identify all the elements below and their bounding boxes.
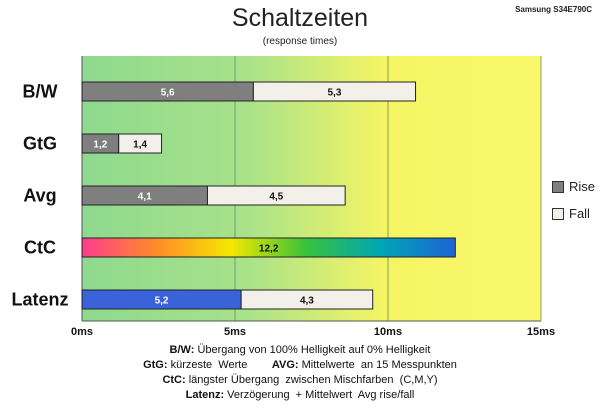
bar-fall-label-0: 5,3 — [327, 88, 341, 99]
note-latenz-text: Verzögerung + Mittelwert Avg rise/fall — [224, 389, 415, 401]
x-tick-label-0: 0ms — [71, 326, 93, 338]
bar-rise-3 — [81, 237, 456, 258]
monitor-model-label: Samsung S34E790C — [515, 5, 592, 14]
note-latenz: Latenz: Verzögerung + Mittelwert Avg ris… — [0, 388, 600, 403]
legend-rise-label: Rise — [569, 179, 596, 194]
bar-fall-label-1: 1,4 — [133, 140, 147, 151]
category-label-ctc: CtC — [24, 238, 56, 258]
footnotes: B/W: Übergang von 100% Helligkeit auf 0%… — [0, 343, 600, 403]
note-avg-key: AVG: — [271, 359, 299, 371]
note-bw-key: B/W: — [169, 344, 195, 356]
chart-subtitle: (response times) — [262, 36, 338, 47]
x-tick-label-2: 10ms — [374, 326, 402, 338]
note-gtg-avg: GtG: kürzeste Werte AVG: Mittelwerte an … — [0, 358, 600, 373]
note-gtg-text: kürzeste Werte — [167, 359, 272, 371]
legend-fall: Fall — [552, 206, 590, 221]
category-label-latenz: Latenz — [11, 290, 68, 310]
bar-rise-label-1: 1,2 — [93, 140, 107, 151]
legend-rise-swatch — [552, 180, 564, 193]
bar-rise-label-0: 5,6 — [161, 88, 175, 99]
bar-fall-label-4: 4,3 — [300, 296, 314, 307]
x-tick-label-1: 5ms — [224, 326, 246, 338]
category-label-bw: B/W — [23, 82, 58, 102]
bar-rise-label-2: 4,1 — [138, 192, 152, 203]
note-gtg-key: GtG: — [143, 359, 168, 371]
note-ctc: CtC: längster Übergang zwischen Mischfar… — [0, 373, 600, 388]
legend-fall-label: Fall — [569, 206, 590, 221]
legend-rise: Rise — [552, 179, 595, 194]
legend-fall-swatch — [552, 207, 564, 220]
chart-title: Schaltzeiten — [231, 4, 369, 32]
note-latenz-key: Latenz: — [185, 389, 225, 401]
note-bw: B/W: Übergang von 100% Helligkeit auf 0%… — [0, 343, 600, 358]
bar-fall-2 — [206, 185, 346, 206]
bar-fall-1 — [118, 133, 163, 154]
bar-fall-label-2: 4,5 — [269, 192, 283, 203]
note-ctc-key: CtC: — [162, 374, 186, 386]
bar-fall-0 — [252, 81, 417, 102]
category-label-gtg: GtG — [23, 134, 57, 154]
note-bw-text: Übergang von 100% Helligkeit auf 0% Hell… — [194, 344, 431, 356]
bar-fall-4 — [240, 289, 374, 310]
note-ctc-text: längster Übergang zwischen Mischfarben (… — [185, 374, 438, 386]
x-tick-label-3: 15ms — [527, 326, 555, 338]
bar-rise-label-4: 5,2 — [155, 296, 169, 307]
category-label-avg: Avg — [23, 186, 56, 206]
note-avg-text: Mittelwerte an 15 Messpunkten — [298, 359, 457, 371]
bar-rise-label-3: 12,2 — [259, 244, 279, 255]
